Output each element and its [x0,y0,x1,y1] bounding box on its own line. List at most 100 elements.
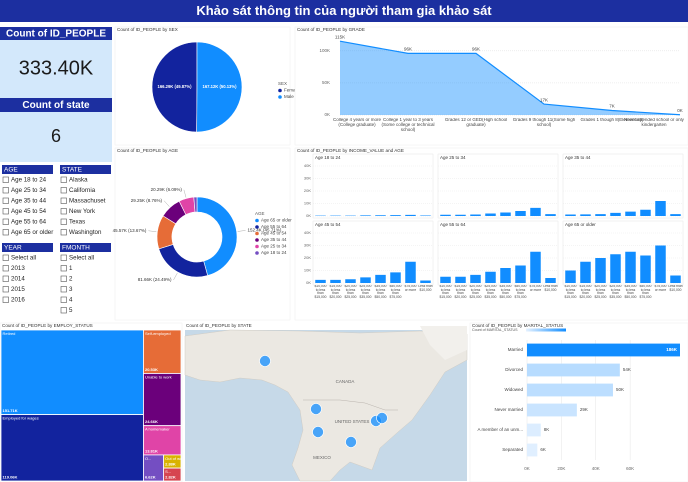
slicer-checkbox[interactable] [60,176,67,183]
bar [530,207,541,216]
panel-frame [562,153,684,219]
x-tick-label: Less than $10,000 [668,285,683,292]
map-greenland [420,326,467,360]
slicer-checkbox[interactable] [2,286,9,293]
slice-label: 81.66K (24.49%) [138,277,172,282]
title-bar [0,0,688,22]
slicer-checkbox[interactable] [2,275,9,282]
slicer-checkbox[interactable] [2,197,9,204]
slicer-checkbox[interactable] [2,296,9,303]
x-tick-label: 0K [524,466,530,471]
x-tick-label: 40K [592,466,600,471]
legend-title: Count of MARITAL_STATUS [472,328,518,332]
chart-title: Count of ID_PEOPLE by INCOME_VALUE and A… [297,148,404,153]
treemap-value: 2.88K [165,462,176,467]
bar [420,215,431,216]
slicer-checkbox[interactable] [60,218,67,225]
card-label: Count of state [22,100,90,111]
chart-title: Count of ID_PEOPLE by GRADE [297,27,365,32]
bar [545,214,556,216]
x-tick-label: $15,000 to less than $20,000 [579,285,592,299]
slicer-item: Age 25 to 34 [11,187,47,194]
panel-title: Age 35 to 44 [565,155,591,160]
slicer-checkbox[interactable] [2,218,9,225]
slicer-checkbox[interactable] [60,197,67,204]
x-tick-label: College 4 years or more (College graduat… [332,118,382,127]
slicer-item: New York [69,208,96,215]
slicer-checkbox[interactable] [60,208,67,215]
treemap-label: A homemaker [145,427,170,432]
slicer-checkbox[interactable] [60,254,67,261]
slicer-checkbox[interactable] [60,229,67,236]
slicer-item: Age 45 to 54 [11,208,47,215]
x-tick-label-box: $50,000 to less than $75,000 [640,285,652,299]
y-tick-label: A member of an unm... [477,427,523,432]
data-label: 17K [540,97,548,102]
slicer-checkbox[interactable] [60,307,67,314]
x-tick-label-box: $50,000 to less than $75,000 [390,285,402,299]
x-tick-label-box: $35,000 to less than $50,000 [375,285,387,299]
bar [390,272,401,283]
x-tick-label-box: $20,000 to less than $25,000 [595,285,607,299]
bar [610,212,621,216]
slicer-header [2,165,53,174]
data-label: 29K [580,407,588,412]
slicer-checkbox[interactable] [60,296,67,303]
bar [375,215,386,216]
bar [580,261,591,283]
bar [527,363,620,377]
slicer-checkbox[interactable] [2,229,9,236]
slicer-checkbox[interactable] [60,286,67,293]
data-label: 6K [540,447,546,452]
bar [527,383,613,397]
map-bubble [376,412,388,424]
slicer-checkbox[interactable] [2,265,9,272]
slicer-checkbox[interactable] [60,265,67,272]
panel-title: Age 65 or older [565,222,596,227]
slicer-checkbox[interactable] [60,187,67,194]
bar [670,214,681,216]
card-body [0,112,112,162]
x-tick-label-box: $10,000 to less than $15,000 [564,285,577,299]
x-tick-label: College 1 year to 3 years (Some college … [381,118,435,132]
slicer-checkbox[interactable] [2,187,9,194]
slicer-checkbox[interactable] [2,254,9,261]
x-tick-label: Grades 1 though 8(Elementary) [580,118,644,122]
panel-frame [312,153,434,219]
treemap-label: Retired [3,331,16,336]
slicer-item: Massachuset [69,198,106,205]
card-value: 6 [51,126,61,146]
slicer-checkbox[interactable] [2,208,9,215]
area-fill [340,41,680,116]
y-tick-label: Married [508,347,524,352]
x-tick-label-box: $50,000 to less than $75,000 [515,285,527,299]
map-bubble [345,436,357,448]
y-tick-label: 50K [322,80,330,85]
x-tick-label-box: Less than $10,000 [418,285,432,292]
slice-label: 45.57K (13.67%) [113,228,147,233]
bar [455,214,466,216]
panel-title: Age 25 to 34 [440,155,466,160]
x-tick-label-box: $25,000 to less than $35,000 [485,285,497,299]
x-tick-label: Grades 9 though 11(Some high school) [512,118,576,127]
bar [565,214,576,216]
x-tick-label-box: $10,000 to less than $15,000 [440,285,452,299]
bar [595,214,606,216]
card-label: Count of ID_PEOPLE [6,29,106,40]
treemap-label: Self-employed [145,331,171,336]
y-tick-label: 20K [304,188,311,193]
bar [655,201,666,216]
x-tick-label: $10,000 to less than $15,000 [564,285,577,299]
slicer-item: Age 55 to 64 [11,219,47,226]
legend-label: Age 35 to 44 [261,237,287,242]
panel-frame [437,220,559,286]
slicer-checkbox[interactable] [60,275,67,282]
x-tick-label: Less than $10,000 [543,285,558,292]
slicer-checkbox[interactable] [2,176,9,183]
slicer-item: California [69,187,96,194]
bar [527,443,538,457]
slice-label: 20.29K (6.09%) [151,187,183,192]
x-tick-label-box: $10,000 to less than $15,000 [315,285,327,299]
legend-label: Female [284,88,300,93]
